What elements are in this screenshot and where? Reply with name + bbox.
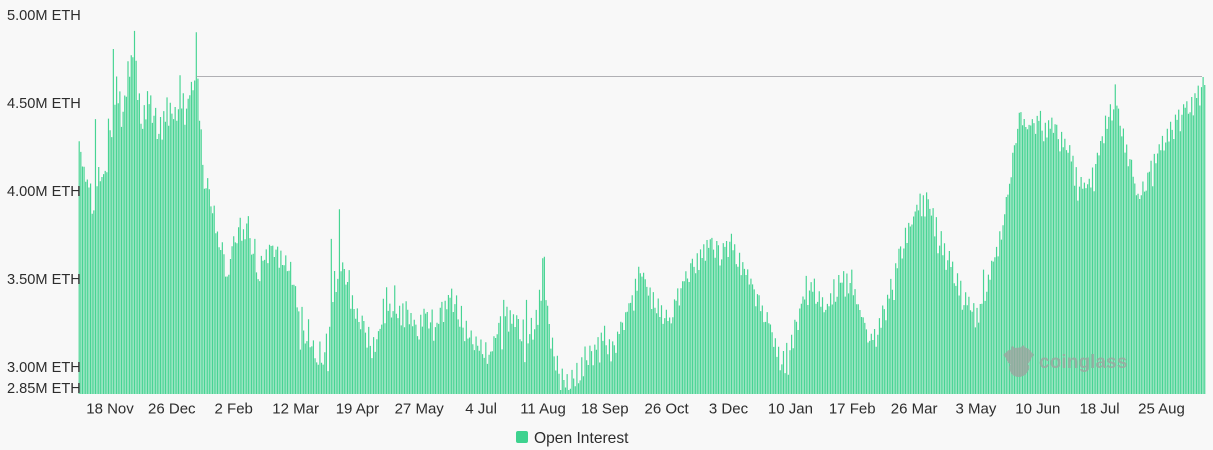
svg-text:coinglass: coinglass bbox=[1039, 352, 1128, 373]
svg-text:25 Aug: 25 Aug bbox=[1138, 401, 1185, 418]
svg-text:4 Jul: 4 Jul bbox=[465, 401, 497, 418]
svg-text:3 Dec: 3 Dec bbox=[709, 401, 749, 418]
svg-text:2 Feb: 2 Feb bbox=[215, 401, 253, 418]
svg-text:5.00M ETH: 5.00M ETH bbox=[7, 8, 81, 24]
svg-text:3.00M ETH: 3.00M ETH bbox=[7, 360, 81, 376]
svg-text:3 May: 3 May bbox=[955, 401, 996, 418]
svg-text:11 Aug: 11 Aug bbox=[520, 401, 566, 418]
svg-text:4.50M ETH: 4.50M ETH bbox=[7, 96, 81, 112]
svg-text:17 Feb: 17 Feb bbox=[829, 401, 876, 418]
svg-text:26 Dec: 26 Dec bbox=[148, 401, 196, 418]
svg-text:10 Jun: 10 Jun bbox=[1015, 401, 1060, 418]
svg-text:12 Mar: 12 Mar bbox=[272, 401, 319, 418]
svg-text:27 May: 27 May bbox=[395, 401, 445, 418]
svg-text:3.50M ETH: 3.50M ETH bbox=[7, 272, 81, 288]
svg-text:4.00M ETH: 4.00M ETH bbox=[7, 184, 81, 200]
svg-text:26 Oct: 26 Oct bbox=[645, 401, 690, 418]
svg-text:18 Nov: 18 Nov bbox=[86, 401, 134, 418]
svg-text:2.85M ETH: 2.85M ETH bbox=[7, 381, 81, 397]
svg-text:18 Sep: 18 Sep bbox=[581, 401, 629, 418]
svg-text:19 Apr: 19 Apr bbox=[336, 401, 379, 418]
svg-text:18 Jul: 18 Jul bbox=[1080, 401, 1120, 418]
svg-text:Open Interest: Open Interest bbox=[534, 430, 629, 447]
svg-text:26 Mar: 26 Mar bbox=[891, 401, 938, 418]
svg-text:10 Jan: 10 Jan bbox=[768, 401, 813, 418]
